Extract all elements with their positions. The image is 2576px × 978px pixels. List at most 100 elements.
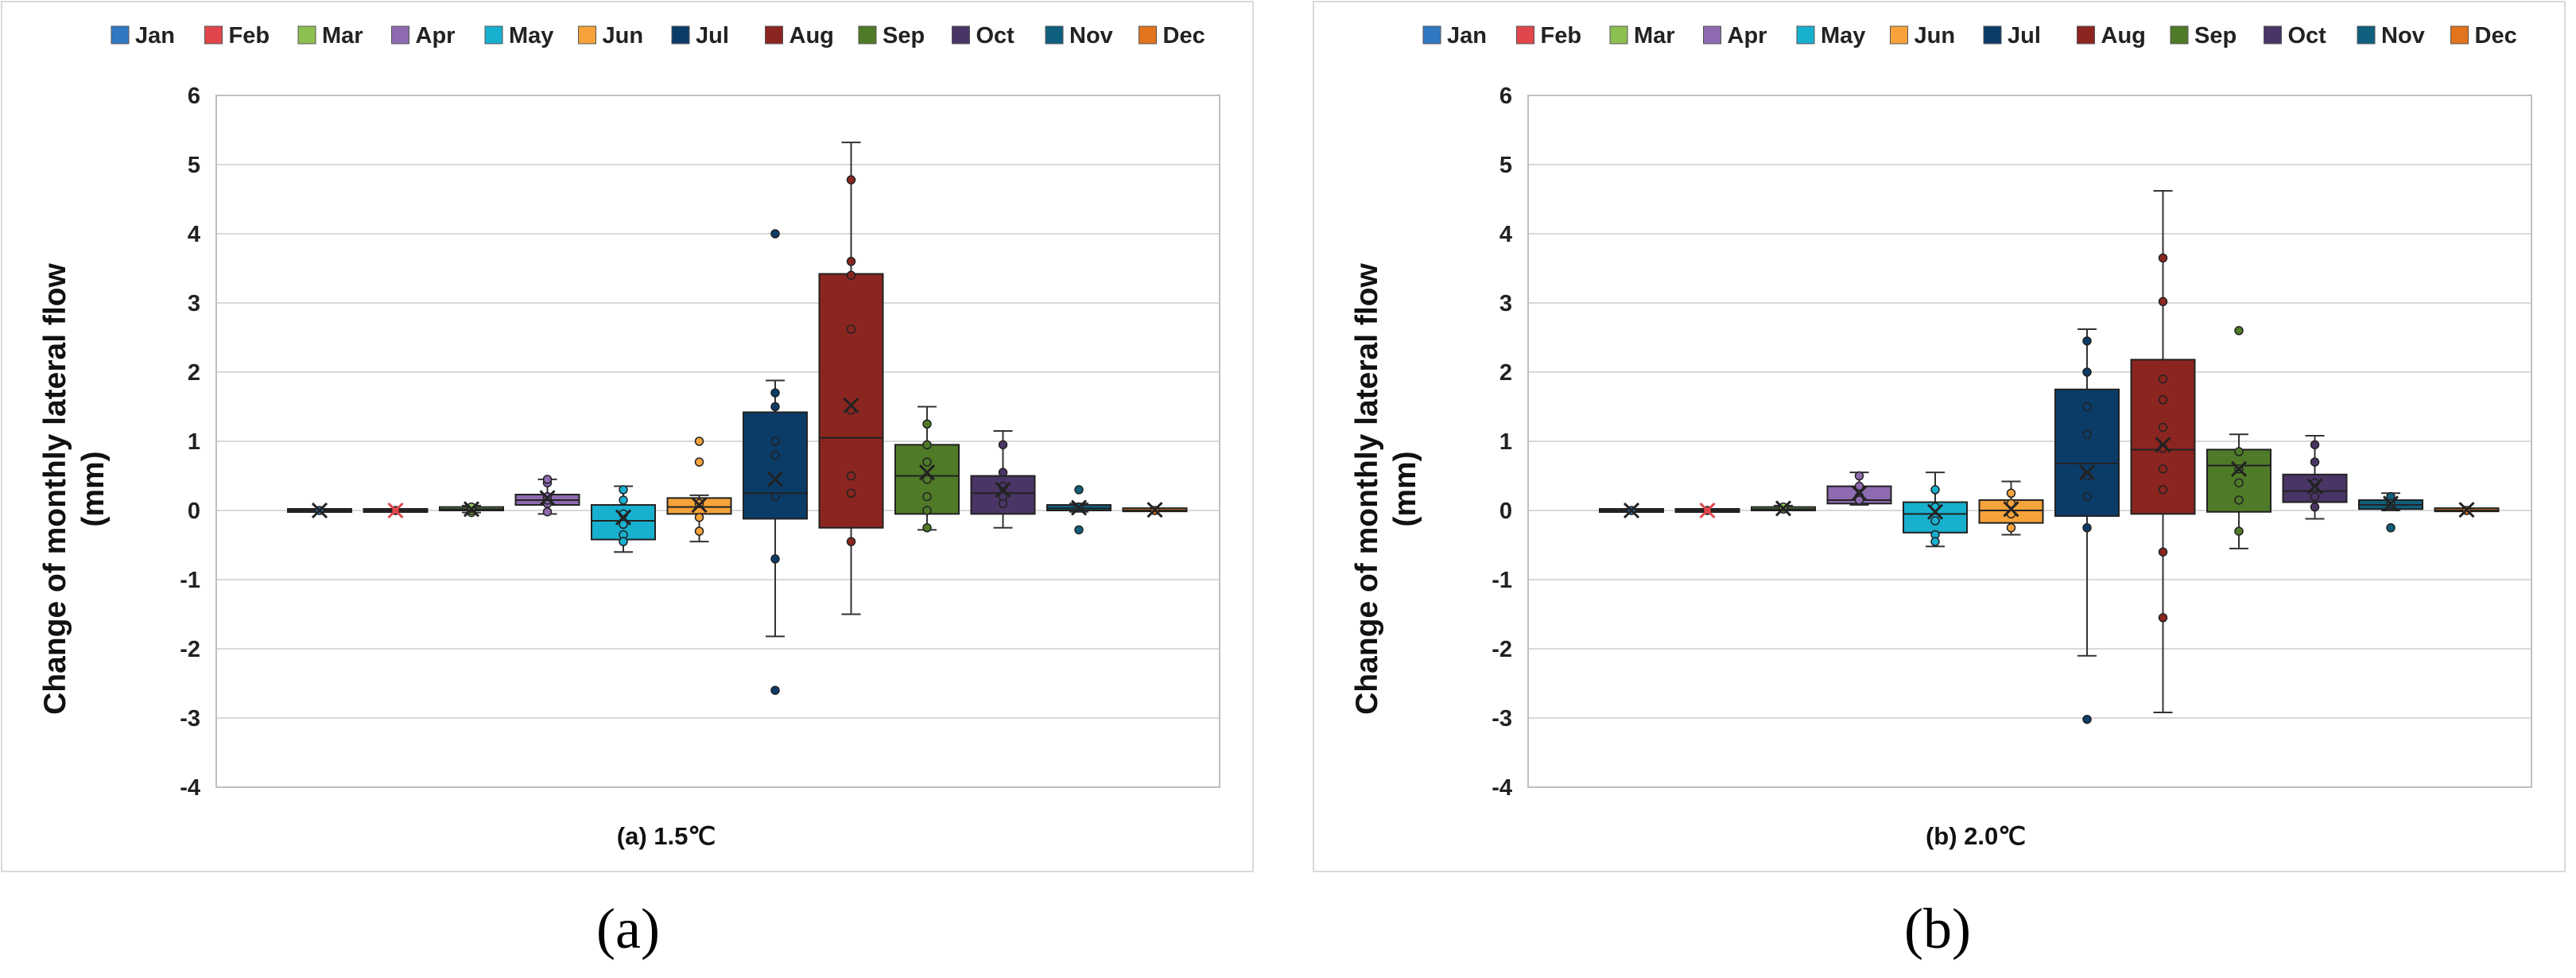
data-point — [922, 506, 932, 515]
data-point — [770, 450, 780, 460]
legend-item-nov: Nov — [2357, 23, 2425, 49]
legend-a: Jan Feb Mar Apr May Jun Jul Aug Sep Oct Nov Dec — [111, 23, 1205, 49]
mean-marker — [1926, 503, 1944, 520]
legend-swatch — [1045, 25, 1064, 45]
data-point — [846, 257, 856, 266]
legend-item-sep: Sep — [2170, 23, 2237, 49]
legend-label: Aug — [2101, 23, 2146, 49]
data-point — [2158, 395, 2168, 405]
data-point — [2310, 491, 2320, 502]
legend-swatch — [2357, 25, 2376, 45]
data-point — [2158, 253, 2168, 263]
data-point — [922, 475, 932, 484]
data-point — [1930, 485, 1940, 495]
box-apr — [1826, 471, 1892, 506]
data-point — [2158, 374, 2168, 384]
legend-swatch — [1516, 25, 1534, 45]
legend-swatch — [1703, 25, 1721, 45]
legend-item-jun: Jun — [578, 23, 644, 49]
legend-swatch — [1796, 25, 1815, 45]
data-point — [2082, 402, 2092, 412]
box-mar — [439, 501, 504, 518]
data-point — [1074, 485, 1084, 495]
legend-swatch — [765, 25, 783, 45]
data-point — [694, 437, 704, 446]
legend-item-jan: Jan — [111, 23, 175, 49]
y-tick-label: -1 — [1492, 568, 1512, 593]
mean-marker — [2306, 478, 2323, 495]
mean-marker — [1146, 502, 1163, 518]
legend-swatch — [111, 25, 130, 45]
box-aug — [2130, 190, 2196, 714]
legend-swatch — [484, 25, 503, 45]
legend-label: Nov — [2381, 23, 2425, 49]
data-point — [2158, 613, 2168, 623]
legend-swatch — [1609, 25, 1628, 45]
box-body — [743, 411, 808, 520]
legend-label: May — [1821, 23, 1865, 49]
data-point — [770, 554, 780, 564]
legend-item-aug: Aug — [2077, 23, 2146, 49]
data-point — [770, 229, 780, 239]
y-tick-label: 3 — [1499, 291, 1512, 316]
data-point — [467, 502, 476, 512]
mean-marker — [311, 502, 328, 519]
box-jul — [743, 229, 808, 695]
data-point — [1930, 537, 1940, 546]
y-tick-label: 1 — [1499, 429, 1512, 455]
data-point — [2310, 440, 2320, 450]
legend-label: Mar — [322, 23, 363, 49]
legend-item-oct: Oct — [2264, 23, 2327, 49]
data-point — [2310, 457, 2320, 467]
data-point — [846, 324, 856, 334]
mean-marker — [2155, 437, 2171, 453]
legend-label: Sep — [2194, 23, 2237, 49]
mean-marker — [2078, 464, 2096, 481]
y-tick-label: -3 — [1492, 706, 1512, 732]
data-point — [2082, 367, 2092, 377]
y-axis-label-b: Change of monthly lateral flow (mm) — [1350, 262, 1422, 714]
y-axis-label-line2: (mm) — [1388, 451, 1422, 526]
data-point — [2006, 488, 2016, 498]
data-point — [1854, 495, 1864, 505]
data-point — [619, 495, 628, 505]
data-point — [2158, 422, 2168, 433]
chart-caption-a: (a) 1.5℃ — [617, 822, 716, 850]
legend-label: Mar — [1634, 23, 1675, 49]
legend-swatch — [1983, 25, 2002, 45]
y-tick-label: -1 — [180, 568, 200, 593]
data-point — [2158, 464, 2168, 474]
legend-label: Jul — [2008, 23, 2041, 49]
plot-border — [215, 95, 1220, 788]
legend-item-oct: Oct — [952, 23, 1014, 49]
mean-marker — [2458, 502, 2475, 518]
mean-marker — [2003, 501, 2019, 518]
legend-swatch — [2077, 25, 2095, 45]
legend-label: Dec — [2475, 23, 2517, 49]
data-point — [2234, 495, 2244, 505]
y-axis-label-line1: Change of monthly lateral flow — [38, 262, 72, 714]
data-point — [846, 537, 856, 546]
data-point — [2234, 326, 2244, 336]
mean-marker — [463, 501, 480, 518]
legend-item-dec: Dec — [1139, 23, 1205, 49]
plot-area-a: 6 5 4 3 2 1 0 -1 -2 -3 -4 — [180, 83, 1220, 801]
y-tick-label: -2 — [180, 637, 200, 662]
mean-marker — [615, 509, 632, 526]
legend-swatch — [204, 25, 223, 45]
y-tick-label: -4 — [1492, 775, 1512, 801]
y-axis-label-line2: (mm) — [76, 451, 111, 526]
data-point — [2082, 714, 2092, 724]
y-tick-label: 0 — [1499, 499, 1512, 524]
box-mar — [1751, 500, 1816, 517]
data-point — [922, 440, 932, 450]
data-point — [846, 175, 856, 184]
data-point — [770, 388, 780, 398]
legend-label: Jun — [603, 23, 644, 49]
legend-label: Oct — [2288, 23, 2327, 49]
data-point — [694, 457, 704, 467]
data-point — [2082, 429, 2092, 440]
data-point — [2234, 478, 2244, 487]
legend-label: Feb — [229, 23, 270, 49]
